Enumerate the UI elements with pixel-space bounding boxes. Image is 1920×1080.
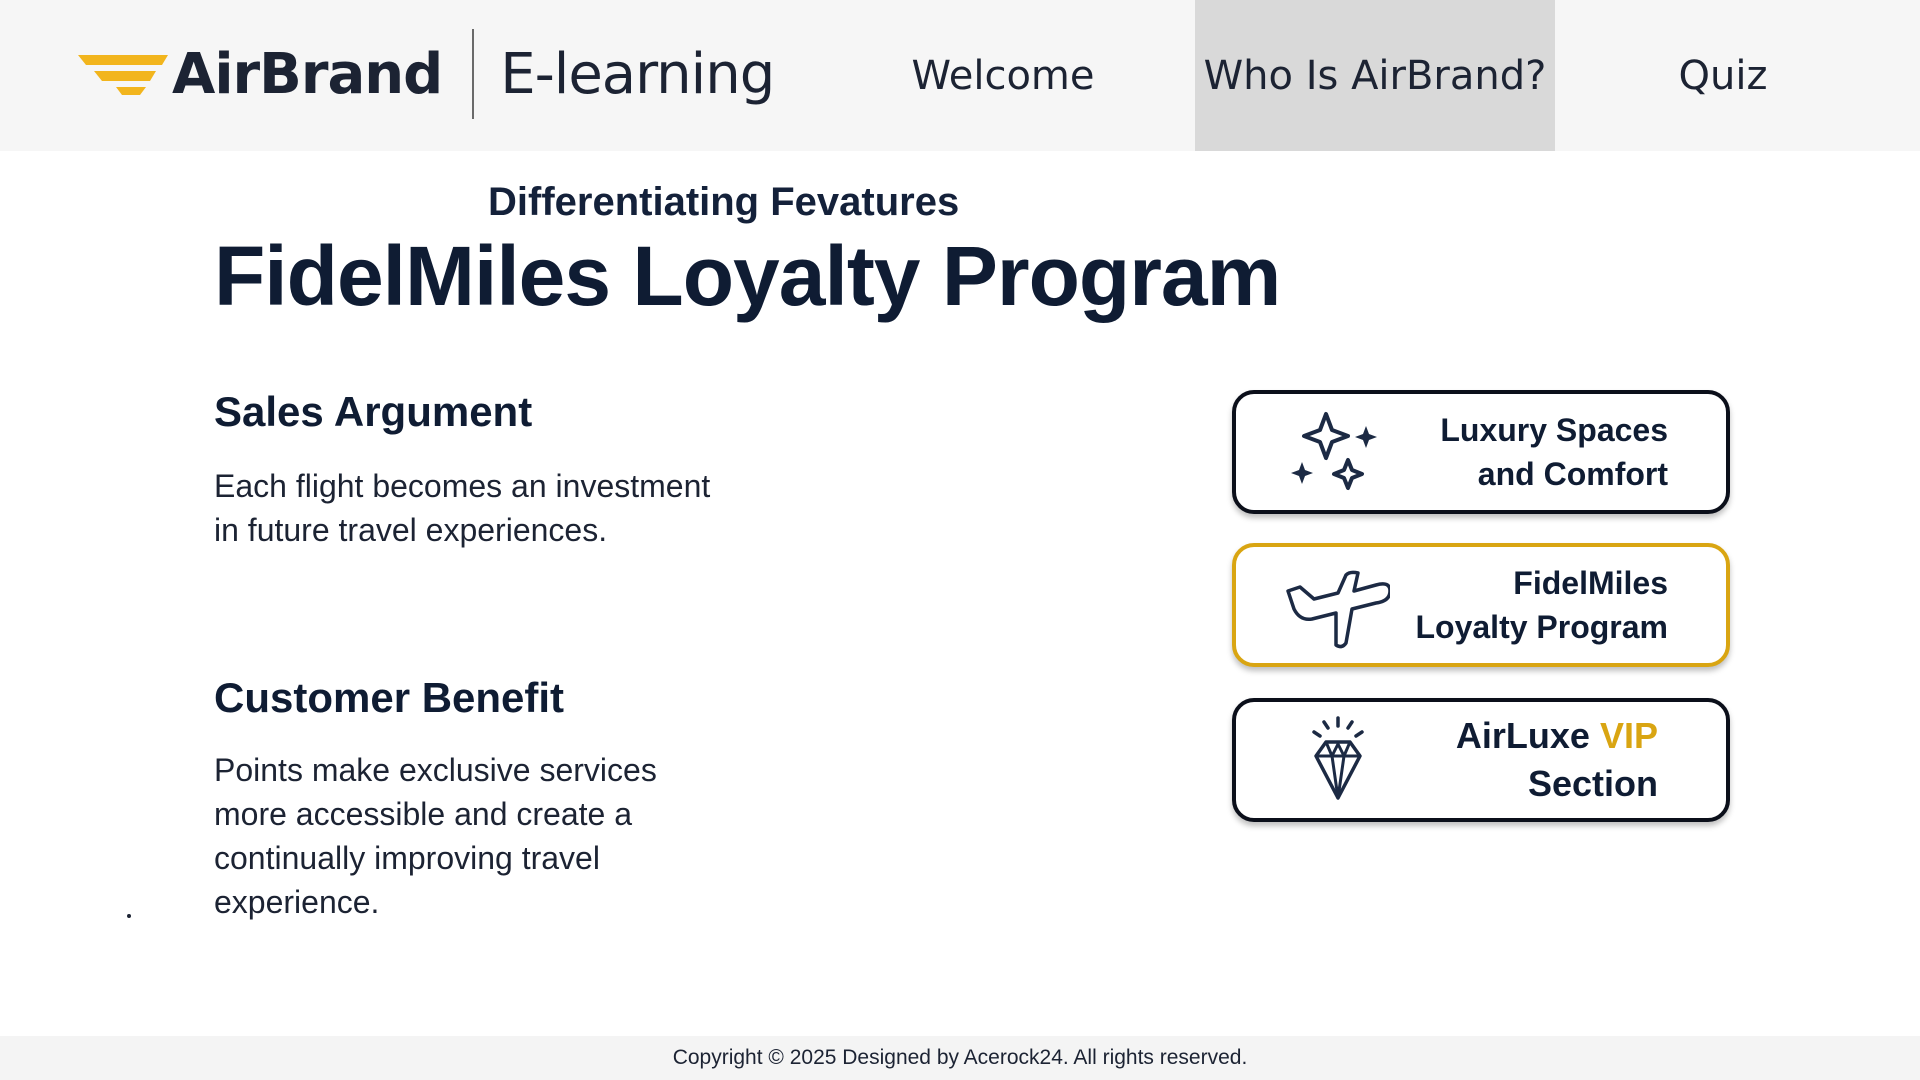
card-airluxe-vip[interactable]: AirLuxe VIP Section <box>1232 698 1730 822</box>
customer-benefit-text: Points make exclusive services more acce… <box>214 752 657 920</box>
nav-quiz[interactable]: Quiz <box>1678 52 1768 99</box>
card-fidelmiles[interactable]: FidelMiles Loyalty Program <box>1232 543 1730 667</box>
card-airluxe-label: AirLuxe VIP Section <box>1456 712 1658 808</box>
brand-name: AirBrand <box>172 41 443 107</box>
card-fidelmiles-label: FidelMiles Loyalty Program <box>1415 561 1668 649</box>
airplane-icon <box>1286 570 1390 649</box>
card-luxury-line2: and Comfort <box>1477 456 1668 492</box>
top-header: AirBrand E-learning Welcome Who Is AirBr… <box>0 0 1920 151</box>
diamond-icon <box>1312 716 1364 800</box>
customer-benefit-heading: Customer Benefit <box>214 674 565 721</box>
card-luxury-label: Luxury Spaces and Comfort <box>1440 408 1668 496</box>
footer: Copyright © 2025 Designed by Acerock24. … <box>0 1036 1920 1080</box>
card-luxury-line1: Luxury Spaces <box>1440 412 1668 448</box>
card-airluxe-line2: Section <box>1527 763 1658 804</box>
brand-divider <box>472 29 475 119</box>
sales-argument-text: Each flight becomes an investment in fut… <box>214 468 711 548</box>
card-fidelmiles-line1: FidelMiles <box>1513 565 1668 601</box>
card-airluxe-name: AirLuxe <box>1455 715 1590 756</box>
stray-dot <box>127 914 131 918</box>
card-luxury-spaces[interactable]: Luxury Spaces and Comfort <box>1232 390 1730 514</box>
sales-argument-heading: Sales Argument <box>214 388 533 435</box>
card-fidelmiles-line2: Loyalty Program <box>1415 609 1668 645</box>
nav-welcome[interactable]: Welcome <box>911 52 1095 99</box>
airbrand-wings-icon <box>78 55 168 95</box>
copyright-text: Copyright © 2025 Designed by Acerock24. … <box>672 1046 1248 1069</box>
card-airluxe-line1: AirLuxe VIP <box>1456 712 1658 760</box>
section-eyebrow: Differentiating Fevatures <box>488 180 960 224</box>
brand-subtitle: E-learning <box>500 41 775 107</box>
nav-who-is-airbrand[interactable]: Who Is AirBrand? <box>1195 0 1555 151</box>
brand-logo[interactable]: AirBrand E-learning <box>76 26 775 122</box>
sparkles-icon <box>1291 412 1377 490</box>
page-title: FidelMiles Loyalty Program <box>214 229 1281 323</box>
card-airluxe-vip: VIP <box>1599 715 1658 756</box>
